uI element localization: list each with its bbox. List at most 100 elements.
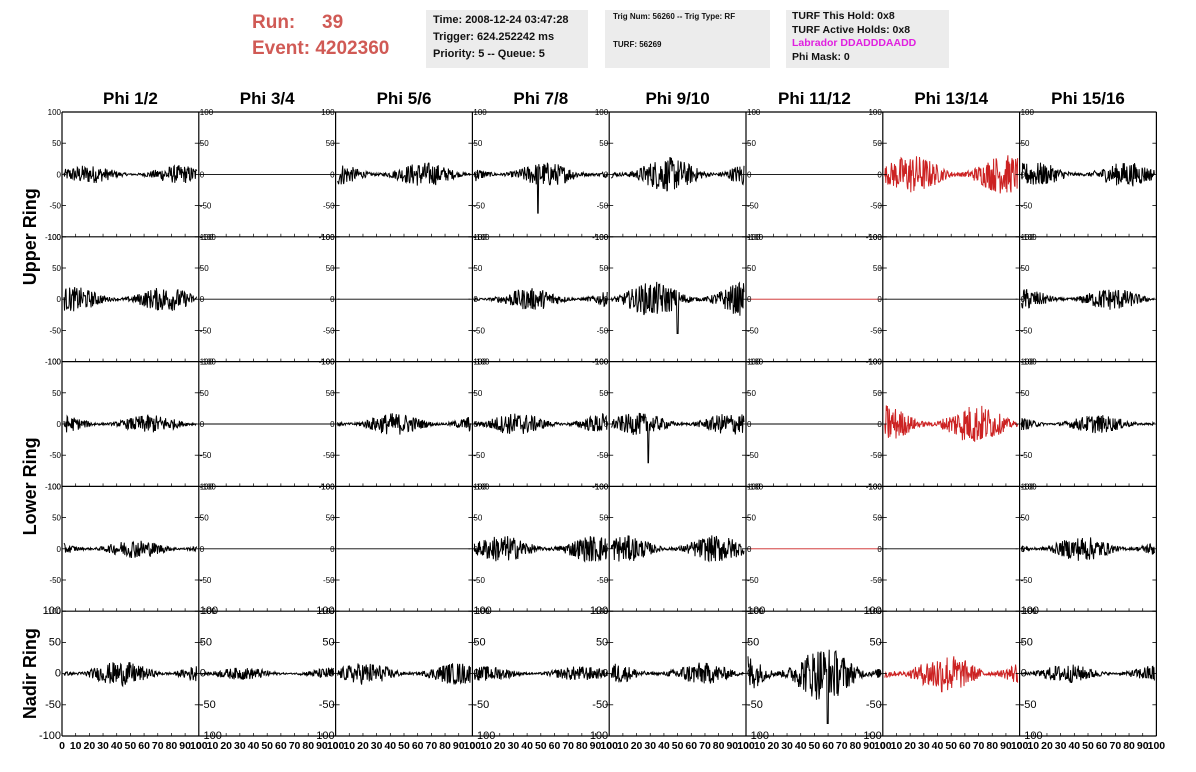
x-tick-label: 10: [1027, 740, 1039, 752]
y-tick-label: 0: [1021, 668, 1027, 680]
x-tick-label: 0: [880, 740, 886, 752]
x-tick-label: 20: [220, 740, 232, 752]
y-tick-label: 0: [57, 170, 62, 179]
x-tick-label: 90: [1137, 740, 1149, 752]
y-tick-label: 100: [43, 605, 61, 617]
x-tick-label: 50: [261, 740, 273, 752]
y-tick-label: 100: [868, 358, 882, 367]
x-tick-label: 10: [480, 740, 492, 752]
y-tick-label: 0: [330, 545, 335, 554]
y-tick-label: 0: [473, 668, 479, 680]
run-value: 39: [322, 12, 344, 33]
y-tick-label: 100: [200, 108, 214, 117]
y-tick-label: 50: [599, 139, 608, 148]
y-tick-label: 100: [1021, 482, 1035, 491]
waveform-trace: [63, 164, 198, 184]
x-tick-label: 70: [1110, 740, 1122, 752]
x-tick-label: 100: [1011, 740, 1029, 752]
y-tick-label: 50: [747, 264, 756, 273]
phi-mask-text: Phi Mask: 0: [792, 50, 850, 63]
y-tick-label: 50: [473, 514, 482, 523]
waveform-trace: [474, 288, 608, 310]
y-tick-label: 50: [599, 514, 608, 523]
trigger-text: Trigger: 624.252242 ms: [433, 31, 555, 43]
x-tick-label: 60: [959, 740, 971, 752]
y-tick-label: -100: [200, 233, 217, 242]
waveform-trace: [337, 413, 471, 435]
y-tick-label: -50: [597, 202, 609, 211]
y-tick-label: 100: [473, 605, 491, 617]
y-tick-label: -50: [1021, 699, 1037, 711]
y-tick-label: -50: [1021, 451, 1033, 460]
x-tick-label: 90: [316, 740, 328, 752]
waveform-trace: [1021, 537, 1155, 561]
y-tick-label: -100: [200, 730, 222, 742]
y-tick-label: 100: [595, 358, 609, 367]
y-tick-label: 50: [200, 636, 212, 648]
x-tick-label: 50: [398, 740, 410, 752]
y-tick-label: -100: [866, 233, 883, 242]
y-tick-label: -100: [592, 482, 609, 491]
y-tick-label: -50: [870, 202, 882, 211]
y-tick-label: 0: [1021, 170, 1026, 179]
y-tick-label: -100: [1021, 358, 1038, 367]
y-tick-label: -50: [323, 576, 335, 585]
y-tick-label: 50: [326, 264, 335, 273]
y-tick-label: 100: [473, 482, 487, 491]
y-tick-label: -100: [200, 358, 217, 367]
y-tick-label: 50: [322, 636, 334, 648]
y-tick-label: 100: [747, 233, 761, 242]
y-tick-label: 100: [321, 233, 335, 242]
waveform-trace: [1021, 664, 1155, 683]
y-tick-label: 50: [599, 264, 608, 273]
waveform-trace: [884, 405, 1019, 442]
x-tick-label: 70: [836, 740, 848, 752]
x-tick-label: 20: [494, 740, 506, 752]
y-tick-label: 0: [200, 668, 206, 680]
x-tick-label: 10: [207, 740, 219, 752]
y-tick-label: -50: [323, 451, 335, 460]
y-tick-label: 100: [473, 233, 487, 242]
y-tick-label: 50: [747, 636, 759, 648]
x-tick-label: 20: [768, 740, 780, 752]
trig-num-text: Trig Num: 56260 -- Trig Type: RF: [613, 12, 736, 21]
waveform-trace: [747, 649, 882, 724]
y-tick-label: 0: [57, 295, 62, 304]
y-tick-label: -100: [586, 730, 608, 742]
x-tick-label: 30: [234, 740, 246, 752]
y-tick-label: 0: [1021, 545, 1026, 554]
x-tick-label: 0: [606, 740, 612, 752]
x-tick-label: 80: [850, 740, 862, 752]
y-tick-label: 50: [52, 139, 61, 148]
waveform-trace: [63, 414, 197, 433]
y-tick-label: 50: [873, 389, 882, 398]
x-tick-label: 100: [190, 740, 208, 752]
y-tick-label: -50: [747, 202, 759, 211]
y-tick-label: 50: [473, 636, 485, 648]
x-tick-label: 60: [275, 740, 287, 752]
y-tick-label: 50: [473, 389, 482, 398]
x-tick-label: 50: [535, 740, 547, 752]
waveform-trace: [884, 656, 1019, 693]
event-line: Event: 4202360: [252, 36, 422, 62]
y-tick-label: -100: [1021, 730, 1043, 742]
y-tick-label: 100: [48, 108, 62, 117]
y-tick-label: -100: [866, 482, 883, 491]
x-tick-label: 70: [973, 740, 985, 752]
y-tick-label: -50: [747, 576, 759, 585]
y-tick-label: 50: [473, 139, 482, 148]
column-header: Phi 15/16: [1051, 89, 1125, 108]
y-tick-label: -50: [747, 699, 763, 711]
y-tick-label: 50: [326, 139, 335, 148]
x-tick-label: 100: [874, 740, 892, 752]
column-header: Phi 9/10: [645, 89, 709, 108]
x-tick-label: 50: [809, 740, 821, 752]
y-tick-label: 100: [747, 358, 761, 367]
x-tick-label: 100: [737, 740, 755, 752]
y-tick-label: -50: [200, 576, 212, 585]
x-tick-label: 100: [600, 740, 618, 752]
y-tick-label: 0: [747, 170, 752, 179]
x-tick-label: 80: [986, 740, 998, 752]
y-tick-label: -50: [319, 699, 335, 711]
event-value: 4202360: [315, 38, 390, 59]
